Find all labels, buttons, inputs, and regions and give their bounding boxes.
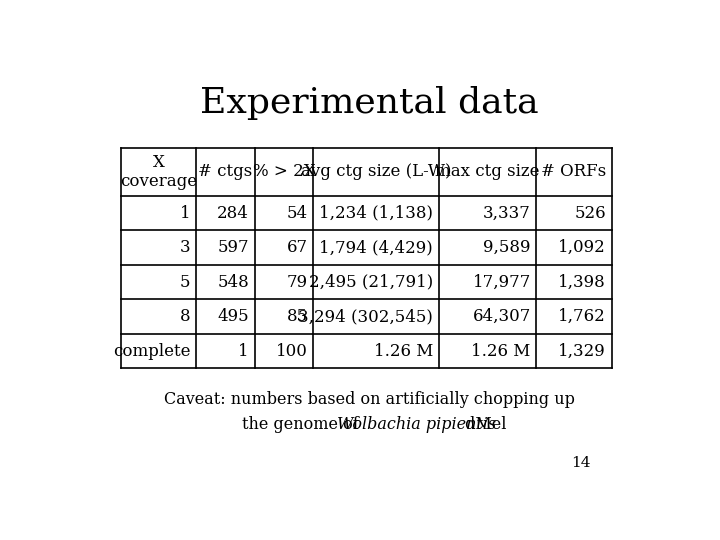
Text: 526: 526 — [575, 205, 606, 221]
Text: 5: 5 — [180, 274, 190, 291]
Text: 8: 8 — [180, 308, 190, 325]
Text: 54: 54 — [287, 205, 307, 221]
Text: 284: 284 — [217, 205, 249, 221]
Text: 1.26 M: 1.26 M — [472, 342, 531, 360]
Text: 548: 548 — [217, 274, 249, 291]
Text: 64,307: 64,307 — [472, 308, 531, 325]
Text: 67: 67 — [287, 239, 307, 256]
Text: 100: 100 — [276, 342, 307, 360]
Text: 1,329: 1,329 — [559, 342, 606, 360]
Text: % > 2X: % > 2X — [253, 164, 315, 180]
Text: 3: 3 — [180, 239, 190, 256]
Text: X
coverage: X coverage — [120, 153, 197, 190]
Text: 1: 1 — [180, 205, 190, 221]
Text: the genome of: the genome of — [242, 416, 364, 433]
Text: 3,294 (302,545): 3,294 (302,545) — [298, 308, 433, 325]
Text: Caveat: numbers based on artificially chopping up: Caveat: numbers based on artificially ch… — [163, 391, 575, 408]
Text: 9,589: 9,589 — [483, 239, 531, 256]
Text: 79: 79 — [287, 274, 307, 291]
Text: 1.26 M: 1.26 M — [374, 342, 433, 360]
Text: 1,092: 1,092 — [559, 239, 606, 256]
Text: 17,977: 17,977 — [472, 274, 531, 291]
Text: 1: 1 — [238, 342, 249, 360]
Text: 597: 597 — [217, 239, 249, 256]
Text: 1,762: 1,762 — [559, 308, 606, 325]
Text: # ctgs: # ctgs — [198, 164, 253, 180]
Text: 85: 85 — [287, 308, 307, 325]
Text: 3,337: 3,337 — [483, 205, 531, 221]
Text: 1,234 (1,138): 1,234 (1,138) — [319, 205, 433, 221]
Text: # ORFs: # ORFs — [541, 164, 607, 180]
Text: 495: 495 — [217, 308, 249, 325]
Text: Experimental data: Experimental data — [199, 85, 539, 119]
Text: complete: complete — [113, 342, 190, 360]
Text: avg ctg size (L-W): avg ctg size (L-W) — [301, 164, 451, 180]
Text: 14: 14 — [571, 456, 591, 470]
Text: 1,398: 1,398 — [559, 274, 606, 291]
Text: 1,794 (4,429): 1,794 (4,429) — [320, 239, 433, 256]
Text: max ctg size: max ctg size — [436, 164, 540, 180]
Text: Wolbachia pipientis: Wolbachia pipientis — [336, 416, 495, 433]
Text: 2,495 (21,791): 2,495 (21,791) — [309, 274, 433, 291]
Text: dMel: dMel — [460, 416, 506, 433]
